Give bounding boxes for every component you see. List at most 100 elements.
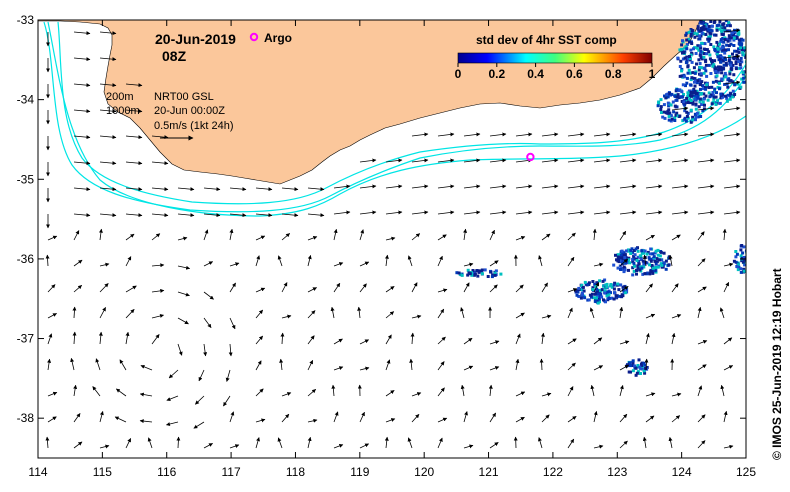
sst-pixel — [580, 288, 584, 292]
sst-pixel — [609, 291, 612, 295]
sst-pixel — [718, 42, 721, 46]
current-vector — [195, 395, 205, 405]
current-vector — [359, 229, 365, 241]
sst-pixel — [591, 296, 595, 300]
sst-pixel — [689, 78, 693, 82]
current-vector — [697, 231, 705, 241]
sst-pixel — [720, 29, 723, 33]
current-vector — [125, 256, 132, 267]
current-vector — [151, 288, 165, 293]
sst-pixel — [735, 265, 739, 269]
sst-pixel — [689, 94, 693, 98]
sst-pixel — [724, 20, 728, 23]
argo-legend-label: Argo — [264, 31, 292, 45]
sst-pixel — [704, 87, 708, 91]
current-vector — [644, 358, 649, 371]
sst-pixel — [641, 272, 645, 276]
current-vector — [437, 336, 446, 345]
x-tick-label: 117 — [222, 465, 241, 479]
sst-pixel — [612, 283, 616, 287]
sst-pixel — [738, 63, 742, 66]
sst-pixel — [678, 65, 682, 68]
current-vector — [460, 384, 465, 397]
sst-pixel — [715, 40, 719, 44]
sst-pixel — [607, 297, 611, 300]
sst-pixel — [631, 361, 635, 365]
sst-pixel — [721, 59, 725, 63]
sst-pixel — [486, 275, 490, 278]
current-vector — [151, 161, 169, 166]
sst-pixel — [620, 249, 624, 253]
sst-pixel — [670, 92, 674, 96]
sst-pixel — [731, 52, 734, 56]
sst-pixel — [593, 282, 597, 286]
sst-pixel — [698, 37, 702, 41]
current-vector — [99, 444, 110, 449]
current-vector — [203, 343, 208, 357]
current-vector — [515, 284, 524, 293]
sst-pixel — [704, 60, 708, 64]
sst-pixel — [710, 85, 714, 89]
sst-pixel — [720, 71, 724, 75]
sst-pixel — [744, 54, 746, 58]
sst-pixel — [718, 57, 722, 61]
sst-pixel — [617, 255, 621, 259]
sst-pixel — [685, 110, 689, 114]
sst-pixel — [691, 89, 695, 93]
current-vector — [541, 158, 559, 163]
current-vector — [280, 332, 285, 345]
current-vector — [515, 416, 525, 423]
sst-pixel — [655, 260, 659, 264]
current-vector — [411, 184, 429, 189]
sst-pixel — [743, 70, 746, 74]
sst-pixel — [688, 57, 692, 60]
sst-pixel — [703, 27, 707, 31]
sst-pixel — [619, 268, 622, 271]
sst-pixel — [693, 112, 697, 116]
sst-pixel — [658, 254, 662, 258]
sst-pixel — [709, 93, 713, 97]
sst-pixel — [716, 47, 720, 51]
current-vector — [228, 343, 233, 357]
sst-pixel — [698, 100, 702, 104]
sst-pixel — [740, 259, 744, 263]
sst-pixel — [734, 250, 738, 253]
current-vector — [255, 287, 266, 293]
contour-200m — [43, 21, 746, 213]
sst-pixel — [636, 365, 640, 369]
current-vector — [437, 184, 455, 189]
sst-pixel — [723, 83, 726, 86]
sst-pixel — [728, 24, 732, 28]
colorbar-tick-label: 1 — [649, 67, 656, 81]
sst-pixel — [591, 286, 595, 290]
current-vector — [720, 384, 725, 397]
current-vector — [540, 332, 545, 345]
sst-pixel — [716, 50, 720, 53]
sst-pixel — [689, 53, 693, 57]
sst-pixel — [615, 294, 618, 298]
sst-pixel — [623, 291, 627, 295]
sst-pixel — [709, 72, 713, 75]
sst-pixel — [623, 261, 627, 265]
sst-pixel — [674, 113, 678, 117]
sst-pixel — [699, 46, 703, 50]
sst-pixel — [696, 96, 700, 100]
current-vector — [489, 132, 507, 137]
current-vector — [255, 309, 264, 319]
sst-pixel — [643, 249, 647, 253]
sst-pixel — [635, 259, 639, 262]
current-vector — [642, 436, 647, 449]
sst-pixel — [671, 100, 675, 104]
sst-pixel — [705, 74, 709, 78]
sst-patches — [455, 20, 746, 377]
current-vector — [359, 261, 370, 267]
current-vector — [281, 213, 299, 218]
argo-float-marker[interactable] — [526, 152, 535, 162]
sst-pixel — [699, 83, 703, 87]
legend-product-time: 20-Jun 00:00Z — [154, 105, 225, 117]
sst-pixel — [648, 272, 652, 276]
sst-pixel — [691, 115, 695, 119]
sst-pixel — [690, 60, 694, 64]
sst-pixel — [600, 295, 604, 299]
current-vector — [541, 184, 559, 189]
